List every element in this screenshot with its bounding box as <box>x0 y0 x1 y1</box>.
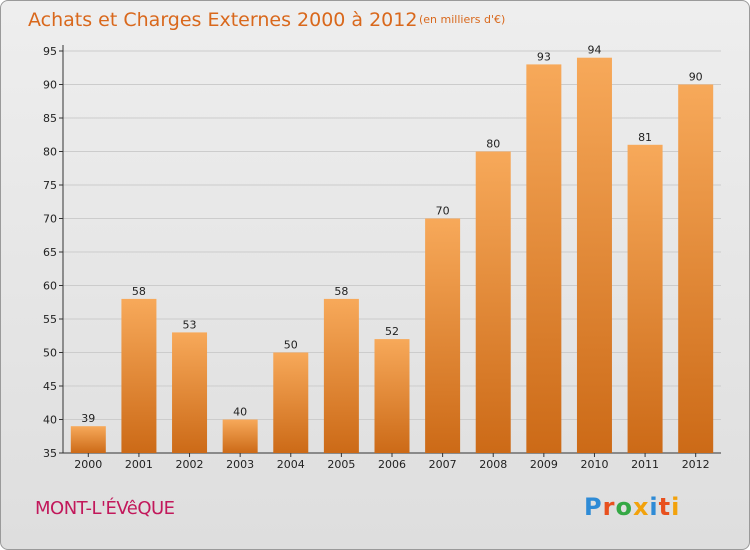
x-tick-label-2008: 2008 <box>479 458 507 471</box>
y-tick-label: 90 <box>43 79 57 92</box>
data-label-2004: 50 <box>284 339 298 352</box>
y-tick-label: 95 <box>43 45 57 58</box>
commune-name: MONT-L'ÉVêQUE <box>35 498 175 519</box>
bar-2006 <box>374 339 410 453</box>
data-label-2006: 52 <box>385 325 399 338</box>
logo-letter: i <box>649 493 659 521</box>
bar-2003 <box>222 419 258 453</box>
bar-2000 <box>70 426 106 453</box>
logo-letter: P <box>584 493 603 521</box>
y-tick-label: 55 <box>43 313 57 326</box>
data-label-2012: 90 <box>689 71 703 84</box>
bar-2008 <box>475 151 511 453</box>
data-label-2002: 53 <box>183 318 197 331</box>
data-label-2001: 58 <box>132 285 146 298</box>
data-label-2008: 80 <box>486 138 500 151</box>
bar-2009 <box>526 64 562 454</box>
bar-2005 <box>323 298 359 453</box>
bar-2010 <box>576 57 612 453</box>
x-tick-label-2000: 2000 <box>74 458 102 471</box>
logo-letter: o <box>615 493 633 521</box>
y-tick-label: 35 <box>43 447 57 460</box>
bar-2004 <box>273 352 309 453</box>
logo-letter: r <box>602 493 616 521</box>
data-label-2007: 70 <box>436 205 450 218</box>
data-label-2005: 58 <box>334 285 348 298</box>
data-label-2009: 93 <box>537 50 551 63</box>
x-tick-label-2010: 2010 <box>580 458 608 471</box>
logo-letter: i <box>671 493 681 521</box>
data-label-2010: 94 <box>587 44 601 57</box>
data-label-2000: 39 <box>81 412 95 425</box>
x-tick-label-2005: 2005 <box>327 458 355 471</box>
bar-2001 <box>121 298 157 453</box>
y-tick-label: 70 <box>43 213 57 226</box>
x-tick-label-2006: 2006 <box>378 458 406 471</box>
y-tick-label: 80 <box>43 146 57 159</box>
proxiti-logo: Proxiti <box>584 493 680 521</box>
bars <box>70 57 714 454</box>
logo-letter: x <box>632 493 650 521</box>
bar-2012 <box>678 84 714 453</box>
bar-2002 <box>172 332 208 453</box>
chart-subtitle: (en milliers d'€) <box>419 13 506 26</box>
labels: 35 40 45 50 55 60 65 70 75 80 85 90 95 39 2000 58 2001 53… <box>43 44 710 471</box>
logo-letter: t <box>658 493 672 521</box>
y-tick-label: 45 <box>43 380 57 393</box>
x-tick-label-2001: 2001 <box>125 458 153 471</box>
data-label-2003: 40 <box>233 406 247 419</box>
y-tick-label: 60 <box>43 280 57 293</box>
y-tick-label: 40 <box>43 414 57 427</box>
x-tick-label-2011: 2011 <box>631 458 659 471</box>
x-tick-label-2009: 2009 <box>530 458 558 471</box>
bar-2011 <box>627 144 663 454</box>
y-tick-label: 75 <box>43 179 57 192</box>
y-tick-label: 85 <box>43 112 57 125</box>
x-tick-label-2003: 2003 <box>226 458 254 471</box>
x-tick-label-2002: 2002 <box>176 458 204 471</box>
data-label-2011: 81 <box>638 131 652 144</box>
y-tick-label: 65 <box>43 246 57 259</box>
x-tick-label-2007: 2007 <box>429 458 457 471</box>
bar-2007 <box>425 218 461 453</box>
y-tick-label: 50 <box>43 347 57 360</box>
x-tick-label-2004: 2004 <box>277 458 305 471</box>
x-tick-label-2012: 2012 <box>682 458 710 471</box>
chart-title: Achats et Charges Externes 2000 à 2012 <box>28 9 418 31</box>
